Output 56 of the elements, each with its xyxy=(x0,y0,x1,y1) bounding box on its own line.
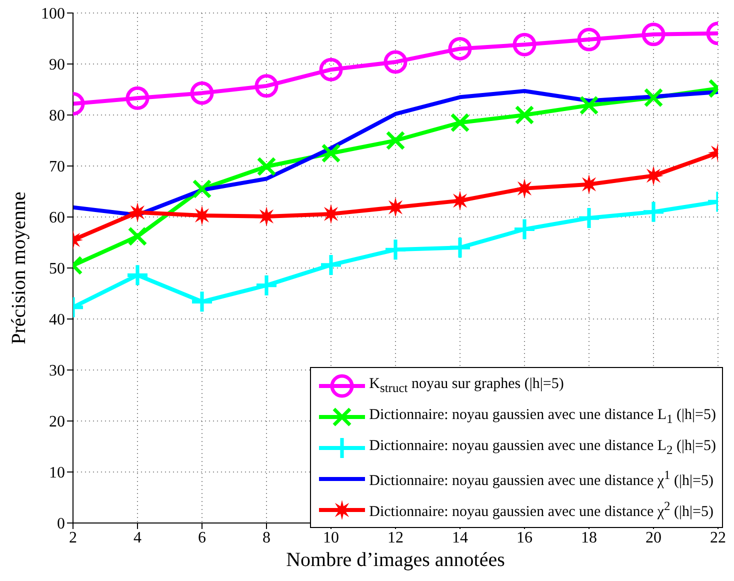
point xyxy=(386,130,406,150)
point xyxy=(386,240,406,260)
legend-label: Dictionnaire: noyau gaussien avec une distance L$_{1}$ (|h|=5) xyxy=(369,406,716,426)
point xyxy=(448,36,472,60)
x-tick-label: 14 xyxy=(452,529,468,546)
legend-label: K$_{struct}$ noyau sur graphes (|h|=5) xyxy=(369,376,564,396)
x-tick-label: 18 xyxy=(581,529,597,546)
y-tick-label: 50 xyxy=(49,260,65,278)
y-axis-title: Précision moyenne xyxy=(8,192,30,344)
point xyxy=(128,226,148,246)
point xyxy=(642,22,666,46)
y-tick-label: 90 xyxy=(49,56,65,74)
point xyxy=(192,179,212,199)
point xyxy=(644,88,664,108)
point xyxy=(321,144,341,163)
x-tick-label: 10 xyxy=(323,529,339,546)
y-tick-label: 40 xyxy=(49,312,65,329)
x-tick-label: 12 xyxy=(388,529,404,546)
point xyxy=(192,292,212,312)
x-tick-label: 6 xyxy=(198,529,206,546)
y-tick-label: 60 xyxy=(49,210,65,227)
x-tick-label: 2 xyxy=(69,529,77,546)
x-axis-title: Nombre d’images annotées xyxy=(286,549,506,571)
y-tick-label: 0 xyxy=(57,516,65,533)
x-tick-label: 20 xyxy=(646,529,662,546)
x-tick-label: 4 xyxy=(134,529,142,546)
x-tick-label: 8 xyxy=(262,529,270,546)
point xyxy=(190,81,214,105)
point xyxy=(384,50,408,74)
point xyxy=(579,208,599,228)
point xyxy=(514,105,534,125)
point xyxy=(450,112,470,132)
point xyxy=(450,238,470,258)
point xyxy=(256,156,276,176)
x-tick-label: 16 xyxy=(516,529,532,546)
point xyxy=(579,96,599,116)
legend-label: Dictionnaire: noyau gaussien avec une distance L$_{2}$ (|h|=5) xyxy=(369,438,716,458)
y-tick-label: 80 xyxy=(49,108,65,125)
point xyxy=(577,28,601,52)
x-tick-label: 22 xyxy=(710,529,726,546)
point xyxy=(256,275,276,296)
y-tick-label: 100 xyxy=(41,6,65,23)
y-tick-label: 30 xyxy=(49,362,65,380)
point xyxy=(128,265,148,286)
point xyxy=(126,86,150,110)
legend-label: Dictionnaire: noyau gaussien avec une distance χ$^{2}$ (|h|=5) xyxy=(369,498,714,520)
y-tick-label: 20 xyxy=(49,414,65,431)
point xyxy=(514,219,534,240)
point xyxy=(512,32,536,56)
point xyxy=(254,74,278,98)
y-tick-label: 70 xyxy=(49,158,65,176)
point xyxy=(644,202,664,222)
legend-label: Dictionnaire: noyau gaussien avec une distance χ$^{1}$ (|h|=5) xyxy=(369,468,714,490)
y-tick-label: 10 xyxy=(49,464,65,482)
point xyxy=(321,254,341,275)
point xyxy=(319,58,343,82)
